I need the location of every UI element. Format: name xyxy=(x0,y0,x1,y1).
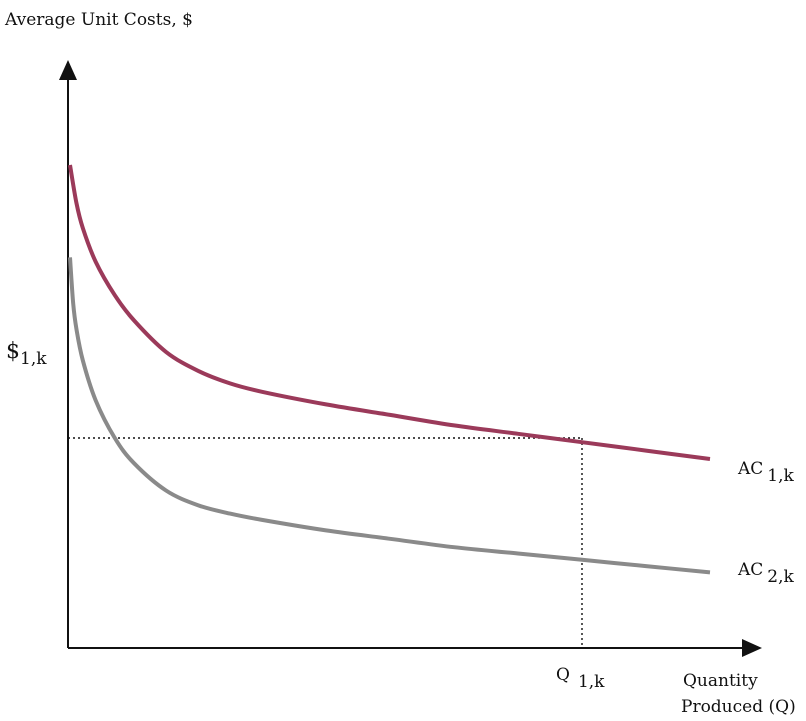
y-axis-arrowhead xyxy=(59,60,77,80)
series-label-ac1: AC 1,k xyxy=(737,459,795,486)
x-reference-label-main: Q xyxy=(556,665,570,685)
series-layer xyxy=(68,164,711,575)
y-reference-label-main: $ xyxy=(6,339,20,364)
x-reference-label-sub: 1,k xyxy=(578,672,605,692)
x-axis-label-line1: Quantity xyxy=(683,671,758,691)
series-label-ac2-sub: 2,k xyxy=(767,567,794,587)
series-label-ac1-sub: 1,k xyxy=(767,466,794,486)
y-axis-label: Average Unit Costs, $ xyxy=(4,10,193,30)
series-label-ac2-main: AC xyxy=(737,560,763,580)
x-axis-label: Quantity Produced (Q) xyxy=(681,671,796,717)
series-line-2 xyxy=(68,257,711,575)
x-axis-arrowhead xyxy=(742,639,762,657)
y-reference-label: $1,k xyxy=(6,339,47,369)
x-axis-label-line2: Produced (Q) xyxy=(681,697,796,717)
series-label-ac1-main: AC xyxy=(737,459,763,479)
x-reference-label: Q 1,k xyxy=(556,665,605,692)
y-reference-label-sub: 1,k xyxy=(20,349,47,369)
series-line-1 xyxy=(68,164,711,461)
series-label-ac2: AC 2,k xyxy=(737,560,795,587)
